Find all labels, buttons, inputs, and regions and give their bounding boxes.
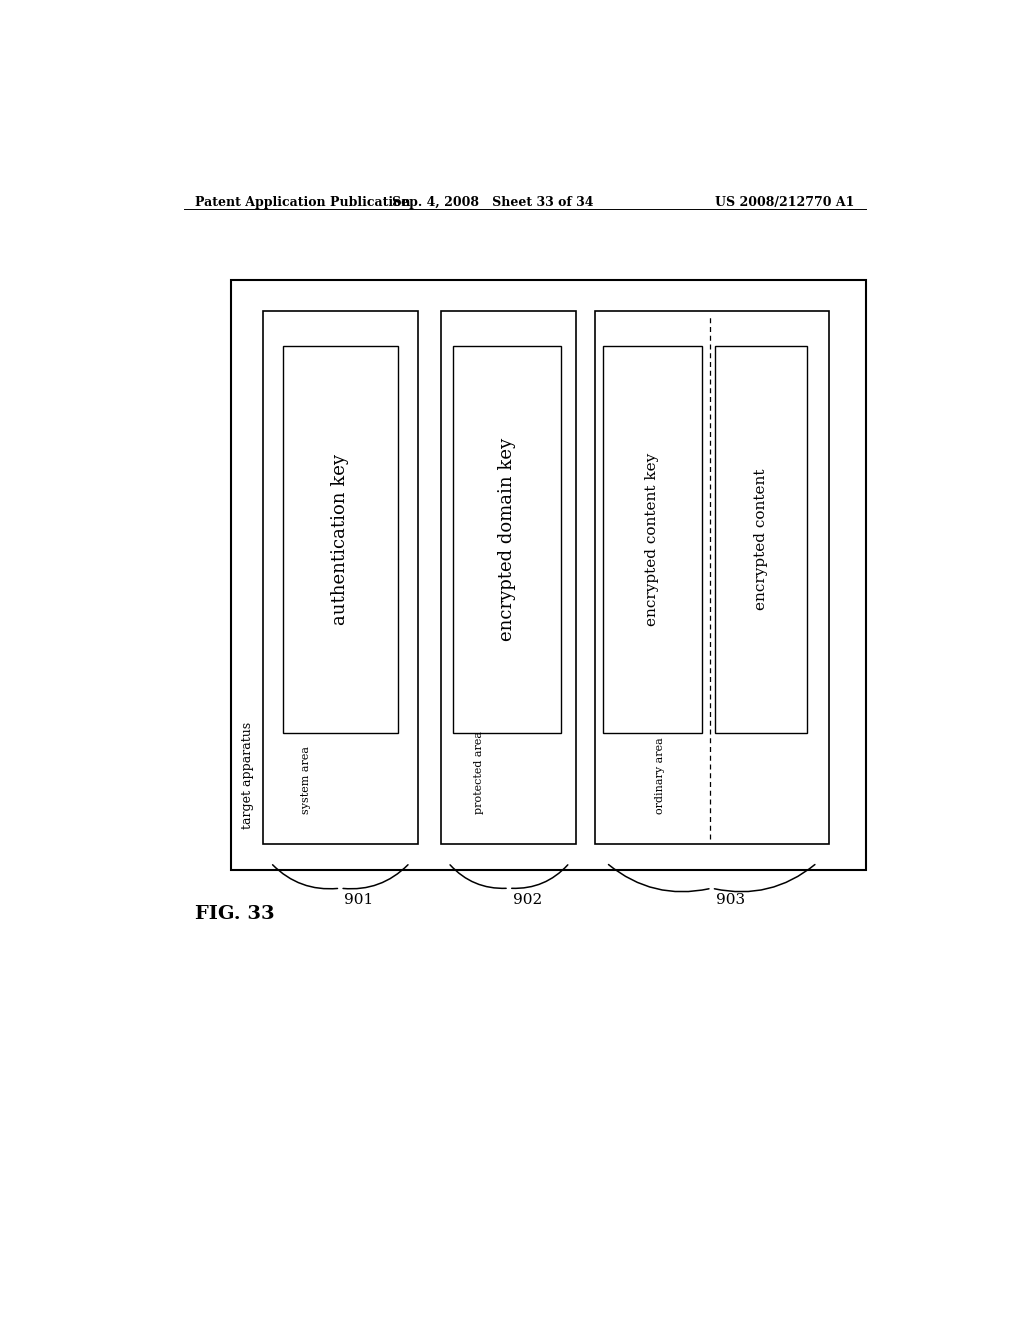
Text: system area: system area — [301, 746, 311, 814]
Bar — [283, 346, 397, 733]
Bar — [715, 346, 807, 733]
Text: authentication key: authentication key — [332, 454, 349, 626]
Text: 901: 901 — [344, 894, 374, 907]
Text: encrypted domain key: encrypted domain key — [498, 438, 516, 642]
Text: Sep. 4, 2008   Sheet 33 of 34: Sep. 4, 2008 Sheet 33 of 34 — [392, 195, 594, 209]
Text: Patent Application Publication: Patent Application Publication — [196, 195, 411, 209]
Bar — [454, 346, 560, 733]
Text: 902: 902 — [513, 894, 542, 907]
Bar — [441, 312, 577, 845]
Text: US 2008/212770 A1: US 2008/212770 A1 — [715, 195, 854, 209]
Bar — [263, 312, 418, 845]
Bar — [595, 312, 828, 845]
Text: protected area: protected area — [474, 731, 484, 814]
Text: ordinary area: ordinary area — [655, 738, 666, 814]
Text: target apparatus: target apparatus — [242, 722, 255, 829]
Text: FIG. 33: FIG. 33 — [196, 906, 275, 924]
Text: encrypted content key: encrypted content key — [645, 453, 659, 626]
Text: encrypted content: encrypted content — [754, 469, 768, 610]
Text: 903: 903 — [716, 894, 744, 907]
Bar — [231, 280, 866, 870]
Bar — [602, 346, 701, 733]
